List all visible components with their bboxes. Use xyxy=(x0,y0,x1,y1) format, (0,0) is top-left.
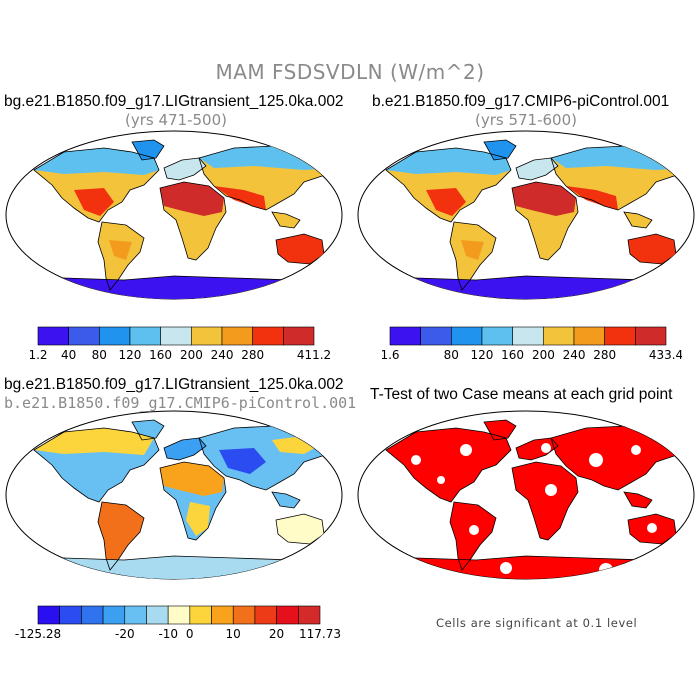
panel3-map xyxy=(5,410,343,580)
colorbar-swatch xyxy=(221,326,253,346)
panel2-map xyxy=(357,130,695,300)
panel3-subtitle: b.e21.B1850.f09_g17.CMIP6-piControl.001 xyxy=(4,394,357,412)
colorbar-swatch xyxy=(129,326,161,346)
colorbar-swatch xyxy=(37,605,60,625)
significance-note: Cells are significant at 0.1 level xyxy=(436,616,638,630)
main-title: MAM FSDSVDLN (W/m^2) xyxy=(215,60,485,84)
panel1-map xyxy=(5,130,343,300)
colorbar-swatch xyxy=(283,326,315,346)
colorbar-swatch xyxy=(189,605,212,625)
colorbar-swatch xyxy=(59,605,82,625)
colorbar-swatch xyxy=(451,326,483,346)
colorbar-swatch xyxy=(543,326,575,346)
colorbar-swatch xyxy=(160,326,192,346)
colorbar-tick-label: 240 xyxy=(211,348,234,362)
colorbar-tick-label: 0 xyxy=(186,627,194,641)
colorbar-tick-label: 80 xyxy=(444,348,459,362)
colorbar-tick-label: 433.4 xyxy=(649,348,682,362)
colorbar-tick-label: -125.28 xyxy=(15,627,61,641)
colorbar-swatch xyxy=(604,326,636,346)
panel3-title: bg.e21.B1850.f09_g17.LIGtransient_125.0k… xyxy=(4,376,344,393)
colorbar-tick-label: 117.73 xyxy=(299,627,341,641)
colorbar-tick-label: 160 xyxy=(149,348,172,362)
colorbar-swatch xyxy=(635,326,667,346)
colorbar-swatch xyxy=(211,605,234,625)
colorbar-tick-label: -10 xyxy=(158,627,178,641)
colorbar-tick-label: 120 xyxy=(470,348,493,362)
panel2-title: b.e21.B1850.f09_g17.CMIP6-piControl.001 xyxy=(372,93,670,110)
panel2-colorbar: 1.6 80 120 160 200 240 280 433.4 xyxy=(382,326,682,362)
colorbar-swatch xyxy=(99,326,131,346)
colorbar-tick-label: 280 xyxy=(241,348,264,362)
colorbar-swatch xyxy=(420,326,452,346)
colorbar-tick-label: 80 xyxy=(92,348,107,362)
colorbar-swatch xyxy=(254,605,277,625)
panel4-map xyxy=(357,410,695,580)
panel1-title: bg.e21.B1850.f09_g17.LIGtransient_125.0k… xyxy=(4,93,344,110)
colorbar-swatch xyxy=(191,326,223,346)
colorbar-tick-label: 10 xyxy=(226,627,241,641)
colorbar-tick-label: 160 xyxy=(501,348,524,362)
colorbar-tick-label: 1.2 xyxy=(30,348,48,362)
colorbar-tick-label: 411.2 xyxy=(297,348,330,362)
colorbar-tick-label: 280 xyxy=(593,348,616,362)
colorbar-tick-label: 240 xyxy=(563,348,586,362)
panel2-subtitle: (yrs 571-600) xyxy=(474,111,577,129)
panel1-colorbar: 1.2 40 80 120 160 200 240 280 411.2 xyxy=(30,326,330,362)
panel3-colorbar: -125.28 -20 -10 0 10 20 117.73 xyxy=(15,605,341,641)
colorbar-swatch xyxy=(124,605,147,625)
colorbar-swatch xyxy=(573,326,605,346)
colorbar-tick-label: 1.6 xyxy=(382,348,400,362)
colorbar-swatch xyxy=(37,326,69,346)
colorbar-swatch xyxy=(146,605,169,625)
colorbar-swatch xyxy=(68,326,100,346)
panel4-title: T-Test of two Case means at each grid po… xyxy=(370,386,673,403)
colorbar-tick-label: -20 xyxy=(115,627,135,641)
colorbar-swatch xyxy=(252,326,284,346)
colorbar-tick-label: 200 xyxy=(532,348,555,362)
colorbar-swatch xyxy=(298,605,321,625)
colorbar-swatch xyxy=(167,605,191,625)
colorbar-swatch xyxy=(389,326,421,346)
panel1-subtitle: (yrs 471-500) xyxy=(124,111,227,129)
colorbar-swatch xyxy=(81,605,104,625)
colorbar-swatch xyxy=(481,326,513,346)
colorbar-swatch xyxy=(102,605,126,625)
colorbar-tick-label: 40 xyxy=(61,348,76,362)
colorbar-swatch xyxy=(512,326,544,346)
colorbar-swatch xyxy=(276,605,299,625)
colorbar-tick-label: 20 xyxy=(269,627,284,641)
colorbar-tick-label: 120 xyxy=(118,348,141,362)
colorbar-tick-label: 200 xyxy=(180,348,203,362)
colorbar-swatch xyxy=(232,605,256,625)
